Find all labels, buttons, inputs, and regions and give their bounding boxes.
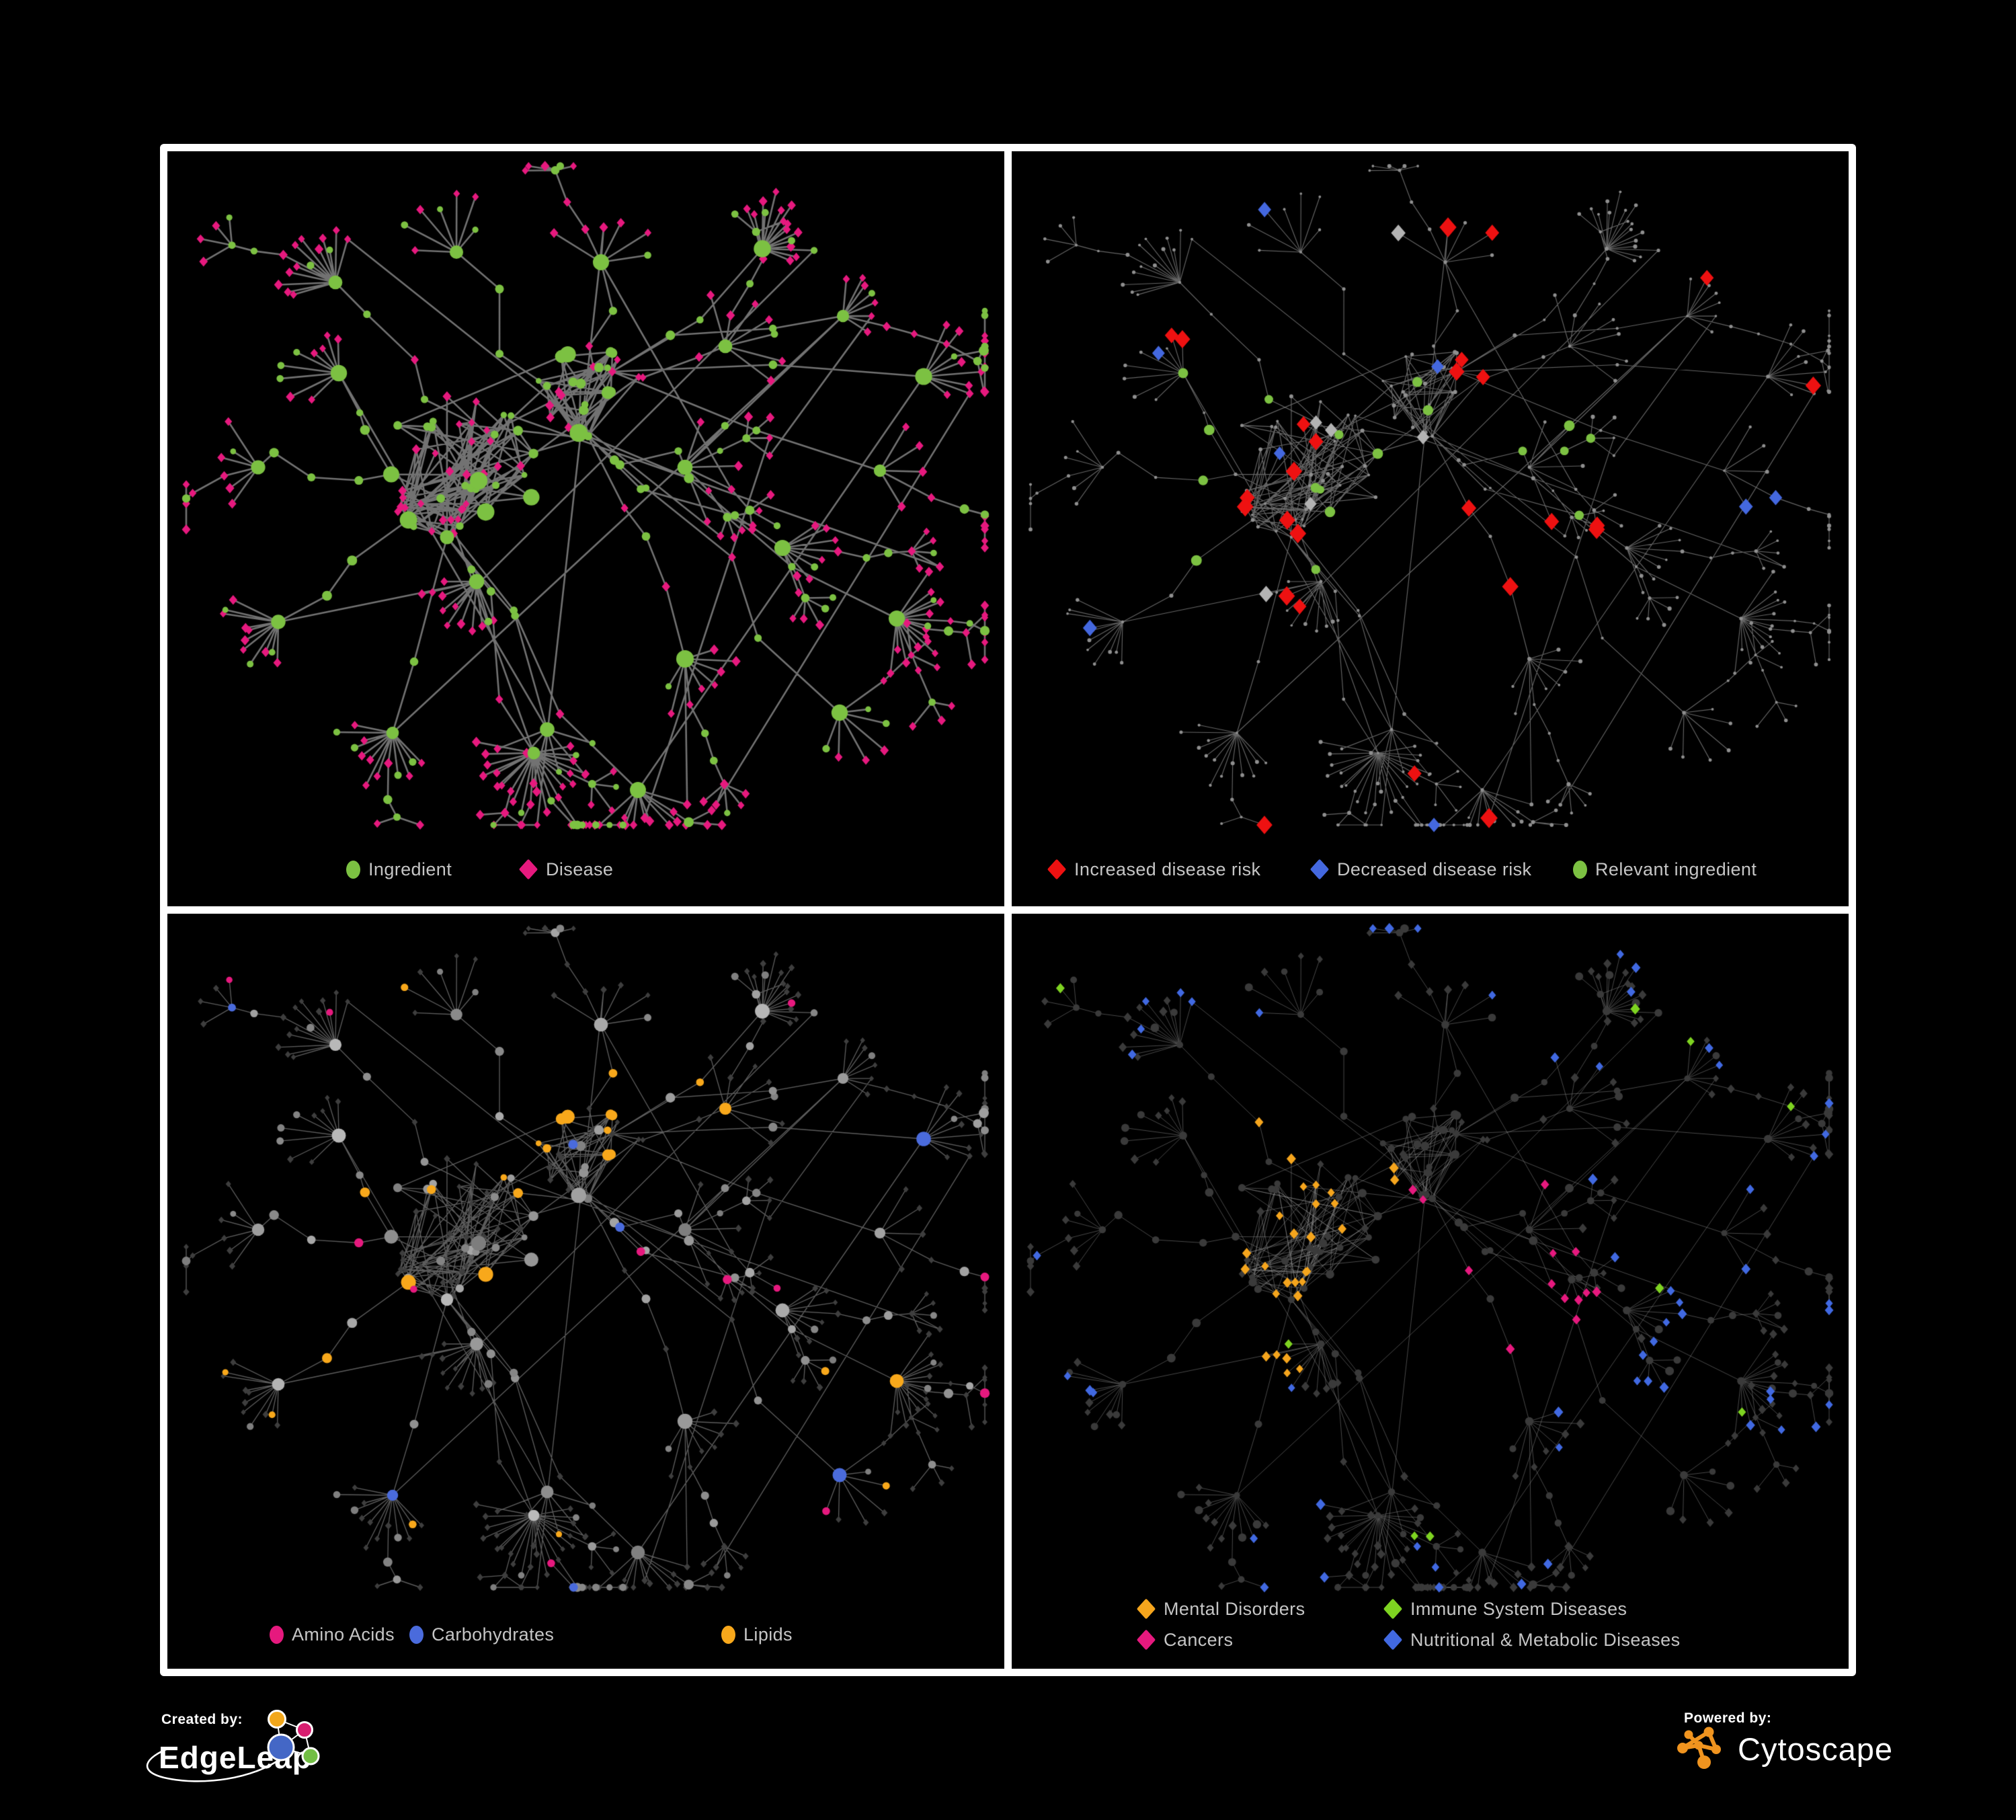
edgeleap-network-glyph (267, 1710, 320, 1766)
powered-by-label: Powered by: (1684, 1710, 1771, 1726)
edgeleap-node-orange (268, 1710, 286, 1729)
panel-grid: Ingredient Disease Increased disease ris… (160, 144, 1856, 1676)
edgeleap-logo: Created by: EdgeLeap (146, 1710, 320, 1782)
edgeleap-swoosh (146, 1747, 284, 1782)
cytoscape-brand-text: Cytoscape (1738, 1731, 1893, 1767)
cytoscape-network-glyph (1677, 1727, 1721, 1769)
panel-ingredient-disease-network: Ingredient Disease (167, 151, 1004, 906)
created-by-label: Created by: (161, 1712, 243, 1727)
edgeleap-node-blue (267, 1733, 295, 1762)
network-canvas-ingredient-classes (167, 914, 1004, 1669)
panel-disease-class-network: Mental Disorders Immune System Diseases … (1012, 914, 1849, 1669)
panel-disease-risk-network: Increased disease risk Decreased disease… (1012, 151, 1849, 906)
edgeleap-node-green (301, 1747, 320, 1766)
network-canvas-disease-classes (1012, 914, 1849, 1669)
network-canvas-disease-risk (1012, 151, 1849, 906)
cytoscape-logo: Powered by: Cytoscape (1677, 1710, 1893, 1769)
network-canvas-ingredient-disease (167, 151, 1004, 906)
edgeleap-node-pink (296, 1721, 313, 1739)
panel-ingredient-class-network: Amino Acids Carbohydrates Lipids (167, 914, 1004, 1669)
